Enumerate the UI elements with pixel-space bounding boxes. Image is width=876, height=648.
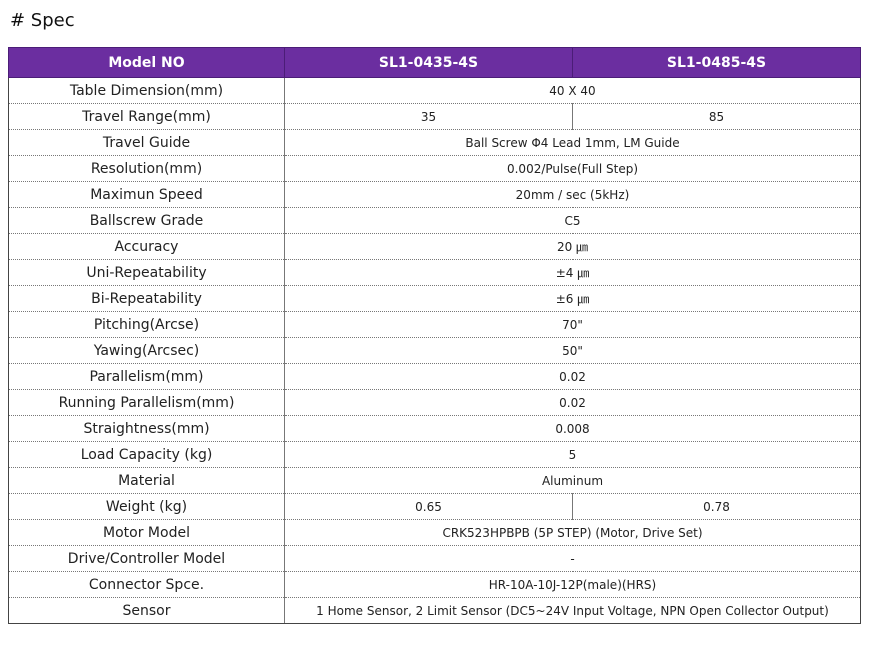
row-label: Pitching(Arcse) (8, 311, 285, 338)
row-value-b: 85 (572, 103, 861, 130)
row-label: Parallelism(mm) (8, 363, 285, 390)
table-row: Weight (kg) 0.65 0.78 (8, 493, 861, 520)
table-row: Load Capacity (kg) 5 (8, 441, 861, 468)
table-row: Motor Model CRK523HPBPB (5P STEP) (Motor… (8, 519, 861, 546)
row-label: Ballscrew Grade (8, 207, 285, 234)
row-value: ±6 ㎛ (284, 285, 861, 312)
row-value: 0.02 (284, 389, 861, 416)
row-value: 0.008 (284, 415, 861, 442)
row-label: Uni-Repeatability (8, 259, 285, 286)
row-value: 0.002/Pulse(Full Step) (284, 155, 861, 182)
table-row: Travel Range(mm) 35 85 (8, 103, 861, 130)
table-row: Straightness(mm) 0.008 (8, 415, 861, 442)
row-value-b: 0.78 (572, 493, 861, 520)
row-value: 40 X 40 (284, 77, 861, 104)
row-label: Straightness(mm) (8, 415, 285, 442)
row-label: Travel Guide (8, 129, 285, 156)
row-label: Material (8, 467, 285, 494)
table-row: Resolution(mm) 0.002/Pulse(Full Step) (8, 155, 861, 182)
row-label: Weight (kg) (8, 493, 285, 520)
row-value-a: 0.65 (284, 493, 573, 520)
header-model-a: SL1-0435-4S (284, 47, 573, 78)
spec-table: Model NO SL1-0435-4S SL1-0485-4S Table D… (8, 47, 861, 624)
row-value: 1 Home Sensor, 2 Limit Sensor (DC5~24V I… (284, 597, 861, 624)
header-model-no: Model NO (8, 47, 285, 78)
row-value: 50" (284, 337, 861, 364)
table-row: Accuracy 20 ㎛ (8, 233, 861, 260)
table-row: Parallelism(mm) 0.02 (8, 363, 861, 390)
table-row: Yawing(Arcsec) 50" (8, 337, 861, 364)
table-row: Sensor 1 Home Sensor, 2 Limit Sensor (DC… (8, 597, 861, 624)
row-value: 20 ㎛ (284, 233, 861, 260)
row-label: Bi-Repeatability (8, 285, 285, 312)
table-row: Travel Guide Ball Screw Φ4 Lead 1mm, LM … (8, 129, 861, 156)
row-value: ±4 ㎛ (284, 259, 861, 286)
row-label: Table Dimension(mm) (8, 77, 285, 104)
table-row: Uni-Repeatability ±4 ㎛ (8, 259, 861, 286)
table-row: Table Dimension(mm) 40 X 40 (8, 77, 861, 104)
header-model-b: SL1-0485-4S (572, 47, 861, 78)
row-value: 70" (284, 311, 861, 338)
row-value: CRK523HPBPB (5P STEP) (Motor, Drive Set) (284, 519, 861, 546)
row-value: 0.02 (284, 363, 861, 390)
row-label: Load Capacity (kg) (8, 441, 285, 468)
row-label: Running Parallelism(mm) (8, 389, 285, 416)
table-row: Connector Spce. HR-10A-10J-12P(male)(HRS… (8, 571, 861, 598)
row-value: C5 (284, 207, 861, 234)
table-row: Material Aluminum (8, 467, 861, 494)
row-label: Motor Model (8, 519, 285, 546)
table-row: Maximun Speed 20mm / sec (5kHz) (8, 181, 861, 208)
table-row: Ballscrew Grade C5 (8, 207, 861, 234)
row-label: Maximun Speed (8, 181, 285, 208)
row-value: HR-10A-10J-12P(male)(HRS) (284, 571, 861, 598)
row-value: 20mm / sec (5kHz) (284, 181, 861, 208)
row-value: Ball Screw Φ4 Lead 1mm, LM Guide (284, 129, 861, 156)
table-row: Bi-Repeatability ±6 ㎛ (8, 285, 861, 312)
row-value-a: 35 (284, 103, 573, 130)
page-title: # Spec (10, 10, 75, 31)
row-label: Connector Spce. (8, 571, 285, 598)
row-value: 5 (284, 441, 861, 468)
table-row: Running Parallelism(mm) 0.02 (8, 389, 861, 416)
row-label: Sensor (8, 597, 285, 624)
row-label: Travel Range(mm) (8, 103, 285, 130)
row-label: Yawing(Arcsec) (8, 337, 285, 364)
row-label: Resolution(mm) (8, 155, 285, 182)
row-label: Drive/Controller Model (8, 545, 285, 572)
table-row: Pitching(Arcse) 70" (8, 311, 861, 338)
row-value: - (284, 545, 861, 572)
table-row: Drive/Controller Model - (8, 545, 861, 572)
row-label: Accuracy (8, 233, 285, 260)
row-value: Aluminum (284, 467, 861, 494)
table-header-row: Model NO SL1-0435-4S SL1-0485-4S (8, 47, 861, 78)
